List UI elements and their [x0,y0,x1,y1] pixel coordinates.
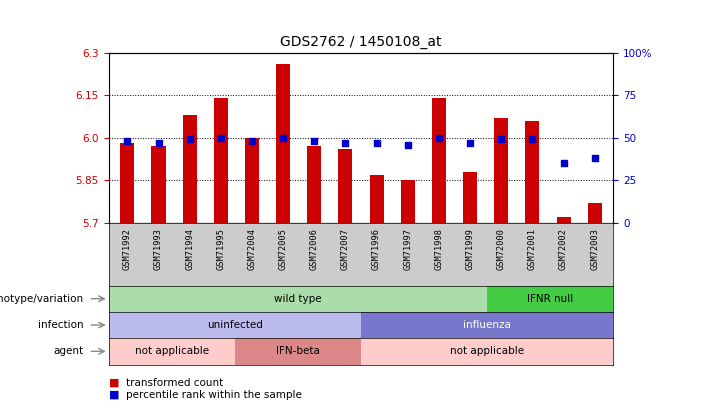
Point [558,160,569,166]
Text: not applicable: not applicable [135,346,209,356]
Text: GSM72004: GSM72004 [247,228,257,270]
Text: GSM72002: GSM72002 [559,228,568,270]
Text: wild type: wild type [274,294,322,304]
Bar [183,115,197,223]
Bar [463,172,477,223]
Point [371,140,382,146]
Text: GSM71993: GSM71993 [154,228,163,270]
Text: infection: infection [38,320,83,330]
Text: ■: ■ [109,390,119,400]
Point [465,140,476,146]
Text: GSM71999: GSM71999 [465,228,475,270]
Text: GSM72005: GSM72005 [278,228,287,270]
Bar [235,338,361,365]
Text: GSM72000: GSM72000 [497,228,505,270]
Text: genotype/variation: genotype/variation [0,294,83,304]
Bar [361,312,613,338]
Bar [587,203,601,223]
Text: GSM72003: GSM72003 [590,228,599,270]
Text: IFNR null: IFNR null [527,294,573,304]
Bar [525,121,539,223]
Point [153,140,164,146]
Bar [109,286,487,312]
Point [496,136,507,143]
Bar [245,138,259,223]
Point [122,138,133,144]
Text: GSM71995: GSM71995 [217,228,225,270]
Bar [276,64,290,223]
Point [340,140,351,146]
Bar [401,180,415,223]
Bar [557,217,571,223]
Text: GSM72006: GSM72006 [310,228,319,270]
Point [308,138,320,144]
Bar [109,312,361,338]
Point [526,136,538,143]
Point [215,134,226,141]
Point [402,141,414,148]
Title: GDS2762 / 1450108_at: GDS2762 / 1450108_at [280,35,442,49]
Text: GSM71997: GSM71997 [403,228,412,270]
Bar [214,98,228,223]
Bar [494,118,508,223]
Text: uninfected: uninfected [207,320,263,330]
Text: ■: ■ [109,378,119,388]
Text: not applicable: not applicable [450,346,524,356]
Text: IFN-beta: IFN-beta [276,346,320,356]
Point [246,138,257,144]
Bar [121,143,135,223]
Text: transformed count: transformed count [126,378,224,388]
Bar [369,175,383,223]
Text: GSM71998: GSM71998 [435,228,444,270]
Text: GSM72007: GSM72007 [341,228,350,270]
Text: GSM72001: GSM72001 [528,228,537,270]
Bar [339,149,353,223]
Text: agent: agent [53,346,83,356]
Point [278,134,289,141]
Point [589,155,600,161]
Bar [307,146,321,223]
Bar [432,98,446,223]
Text: GSM71996: GSM71996 [372,228,381,270]
Text: GSM71994: GSM71994 [185,228,194,270]
Bar [487,286,613,312]
Bar [361,338,613,365]
Point [184,136,196,143]
Bar [151,146,165,223]
Text: influenza: influenza [463,320,511,330]
Text: percentile rank within the sample: percentile rank within the sample [126,390,302,400]
Bar [109,338,235,365]
Text: GSM71992: GSM71992 [123,228,132,270]
Point [433,134,444,141]
